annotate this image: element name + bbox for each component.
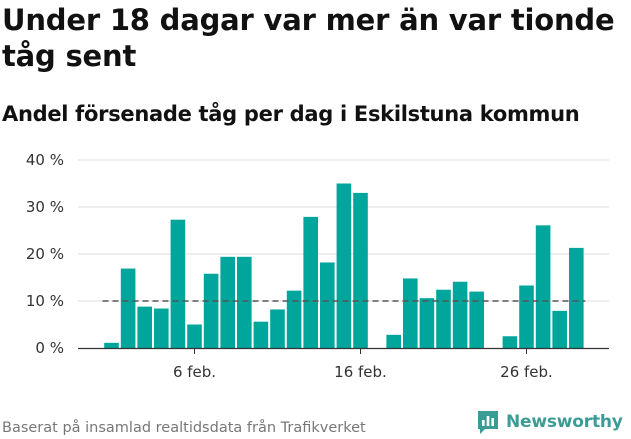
newsworthy-logo: Newsworthy <box>476 408 623 436</box>
bar <box>120 268 136 348</box>
bar <box>569 247 584 348</box>
bar <box>170 219 186 348</box>
bar <box>303 216 318 348</box>
y-tick-label: 40 % <box>26 151 64 169</box>
bar <box>519 285 534 348</box>
bar <box>137 306 152 348</box>
bar <box>552 310 567 348</box>
bar <box>436 289 451 348</box>
x-tick-label: 16 feb. <box>334 363 387 381</box>
bar <box>286 290 302 348</box>
x-tick-label: 6 feb. <box>173 363 216 381</box>
bar <box>419 298 435 348</box>
bar <box>270 309 285 348</box>
bar <box>353 192 368 348</box>
bar <box>469 291 484 348</box>
bar <box>154 308 169 348</box>
x-tick-label: 26 feb. <box>500 363 553 381</box>
newsworthy-icon <box>478 411 498 434</box>
y-tick-label: 20 % <box>26 245 64 263</box>
bar-chart: 0 % 10 % 20 % 30 % 40 % 6 feb. 16 feb. 26 feb. <box>26 151 609 381</box>
bar <box>104 342 119 348</box>
bar <box>386 334 401 348</box>
y-tick-label: 30 % <box>26 198 64 216</box>
bar <box>187 324 202 348</box>
bar <box>220 256 235 348</box>
y-tick-label: 0 % <box>35 339 64 357</box>
y-tick-label: 10 % <box>26 292 64 310</box>
bar <box>502 336 518 348</box>
bar <box>203 273 219 348</box>
source-note: Baserat på insamlad realtidsdata från Tr… <box>2 420 366 436</box>
bar <box>253 321 269 348</box>
bar <box>452 281 468 348</box>
chart-title: Under 18 dagar var mer än var tionde tåg… <box>2 3 615 73</box>
bar <box>403 278 418 348</box>
brand-name: Newsworthy <box>506 412 623 432</box>
bar <box>320 262 335 348</box>
bar <box>237 256 252 348</box>
bar <box>336 183 352 348</box>
bar <box>535 225 551 348</box>
chart-subtitle: Andel försenade tåg per dag i Eskilstuna… <box>2 102 580 126</box>
